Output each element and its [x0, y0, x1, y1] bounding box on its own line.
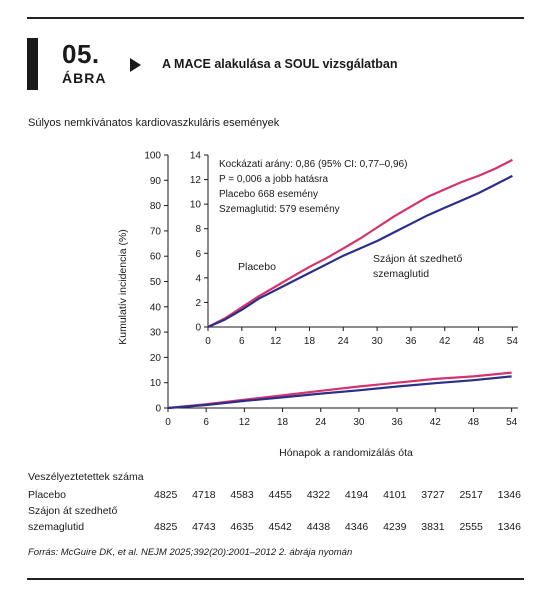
- figure-number: 05.: [62, 39, 100, 69]
- risk-row-label: Placebo: [28, 489, 66, 501]
- risk-table-value: 4718: [192, 489, 216, 501]
- risk-table-value: 4346: [344, 521, 369, 533]
- placebo-line-label: Placebo: [238, 261, 276, 273]
- inset-semaglutide-series-line: [207, 174, 513, 329]
- inset-x-tick-label: 42: [439, 336, 451, 347]
- outer-x-tick-label: 30: [353, 417, 365, 428]
- annotation-line: P = 0,006 a jobb hatásra: [219, 174, 329, 185]
- risk-table-value: 4438: [306, 521, 331, 533]
- outer-x-tick-label: 12: [239, 417, 251, 428]
- chart-subtitle: Súlyos nemkívánatos kardiovaszkuláris es…: [28, 117, 280, 129]
- annotation-line: Placebo 668 esemény: [219, 189, 318, 200]
- risk-table-value: 3727: [421, 489, 445, 501]
- figure-title: A MACE alakulása a SOUL vizsgálatban: [162, 57, 398, 71]
- risk-table-value: 4542: [268, 521, 292, 533]
- outer-x-tick-label: 42: [430, 417, 442, 428]
- arrow-right-icon: [130, 58, 141, 72]
- risk-row-label: Szájon át szedhető: [28, 505, 118, 517]
- inset-y-tick-label: 4: [195, 273, 201, 284]
- outer-semaglutide-series-line: [167, 375, 512, 410]
- outer-y-tick-label: 50: [150, 277, 162, 288]
- outer-x-tick-label: 6: [203, 417, 209, 428]
- outer-x-tick-label: 0: [165, 417, 171, 428]
- inset-x-tick-label: 24: [338, 336, 350, 347]
- inset-x-tick-label: 0: [205, 336, 211, 347]
- risk-table-heading: Veszélyeztetettek száma: [28, 471, 144, 483]
- inset-x-tick-label: 54: [507, 336, 519, 347]
- outer-y-tick-label: 60: [150, 252, 162, 263]
- risk-table-value: 4101: [383, 489, 407, 501]
- outer-y-tick-label: 0: [155, 404, 161, 415]
- inset-placebo-series-line: [207, 158, 513, 328]
- outer-y-tick-label: 80: [150, 201, 162, 212]
- inset-x-tick-label: 36: [405, 336, 417, 347]
- inset-x-tick-label: 48: [473, 336, 485, 347]
- y-axis-label: Kumulatív incidencia (%): [117, 229, 129, 345]
- top-rule: [27, 17, 524, 19]
- risk-table-value: 4825: [154, 489, 178, 501]
- risk-table-value: 4743: [192, 521, 216, 533]
- risk-table-value: 4825: [154, 521, 178, 533]
- figure-word: ÁBRA: [62, 70, 107, 86]
- risk-table-value: 2517: [459, 489, 483, 501]
- risk-table-value: 1346: [497, 521, 521, 533]
- inset-x-tick-label: 12: [270, 336, 282, 347]
- annotation-line: Kockázati arány: 0,86 (95% CI: 0,77–0,96…: [219, 159, 407, 170]
- outer-y-tick-label: 20: [150, 353, 162, 364]
- source-note: Forrás: McGuire DK, et al. NEJM 2025;392…: [28, 547, 353, 558]
- inset-y-tick-label: 10: [190, 200, 202, 211]
- annotation-block: Kockázati arány: 0,86 (95% CI: 0,77–0,96…: [219, 159, 407, 215]
- inset-y-tick-label: 2: [195, 298, 201, 309]
- inset-x-tick-label: 18: [304, 336, 316, 347]
- outer-y-tick-label: 40: [150, 302, 162, 313]
- risk-table-value: 4239: [383, 521, 407, 533]
- risk-table-value: 4583: [230, 489, 254, 501]
- inset-y-tick-label: 12: [190, 175, 202, 186]
- outer-y-tick-label: 90: [150, 176, 162, 187]
- risk-table-value: 2555: [459, 521, 483, 533]
- semaglutide-line-label: szemaglutid: [373, 268, 429, 280]
- outer-y-tick-label: 30: [150, 328, 162, 339]
- inset-y-tick-label: 0: [195, 323, 201, 334]
- outer-y-tick-label: 100: [144, 151, 161, 162]
- risk-table-value: 4194: [344, 489, 369, 501]
- risk-table-value: 4455: [268, 489, 292, 501]
- risk-row-label: szemaglutid: [28, 521, 85, 533]
- x-axis-label: Hónapok a randomizálás óta: [279, 447, 413, 459]
- annotation-line: Szemaglutid: 579 esemény: [219, 204, 340, 215]
- outer-x-tick-label: 48: [468, 417, 480, 428]
- outer-y-tick-label: 10: [150, 378, 162, 389]
- inset-y-tick-label: 14: [190, 151, 202, 162]
- inset-x-tick-label: 6: [239, 336, 245, 347]
- risk-table-value: 3831: [421, 521, 445, 533]
- outer-x-tick-label: 36: [392, 417, 404, 428]
- semaglutide-line-label: Szájon át szedhető: [373, 253, 462, 265]
- outer-x-tick-label: 54: [506, 417, 518, 428]
- inset-y-tick-label: 6: [195, 249, 201, 260]
- risk-table-value: 4322: [306, 489, 331, 501]
- risk-table-value: 4635: [230, 521, 254, 533]
- outer-x-tick-label: 18: [277, 417, 289, 428]
- bottom-rule: [27, 578, 524, 580]
- outer-x-tick-label: 24: [315, 417, 327, 428]
- outer-y-tick-label: 70: [150, 226, 162, 237]
- risk-table-value: 1346: [497, 489, 521, 501]
- inset-y-tick-label: 8: [195, 224, 201, 235]
- inset-x-tick-label: 30: [372, 336, 384, 347]
- figure-marker-bar: [27, 38, 38, 90]
